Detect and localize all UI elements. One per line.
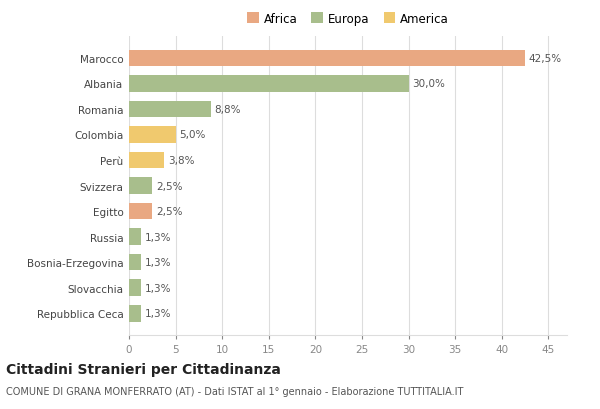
Text: 1,3%: 1,3%: [145, 232, 172, 242]
Bar: [129, 152, 164, 169]
Legend: Africa, Europa, America: Africa, Europa, America: [245, 10, 451, 28]
Text: 1,3%: 1,3%: [145, 308, 172, 319]
Text: 2,5%: 2,5%: [156, 181, 182, 191]
Text: 1,3%: 1,3%: [145, 283, 172, 293]
Bar: [129, 280, 141, 297]
Text: COMUNE DI GRANA MONFERRATO (AT) - Dati ISTAT al 1° gennaio - Elaborazione TUTTIT: COMUNE DI GRANA MONFERRATO (AT) - Dati I…: [6, 387, 463, 396]
Text: 5,0%: 5,0%: [179, 130, 206, 140]
Bar: [129, 229, 141, 245]
Bar: [129, 50, 525, 67]
Text: 8,8%: 8,8%: [215, 105, 241, 115]
Bar: [129, 127, 176, 144]
Text: 1,3%: 1,3%: [145, 258, 172, 267]
Text: 42,5%: 42,5%: [529, 54, 562, 64]
Bar: [129, 101, 211, 118]
Bar: [129, 305, 141, 322]
Bar: [129, 178, 152, 194]
Text: 30,0%: 30,0%: [412, 79, 445, 89]
Bar: [129, 254, 141, 271]
Bar: [129, 203, 152, 220]
Text: 2,5%: 2,5%: [156, 207, 182, 217]
Bar: [129, 76, 409, 92]
Text: Cittadini Stranieri per Cittadinanza: Cittadini Stranieri per Cittadinanza: [6, 362, 281, 376]
Text: 3,8%: 3,8%: [168, 155, 194, 166]
